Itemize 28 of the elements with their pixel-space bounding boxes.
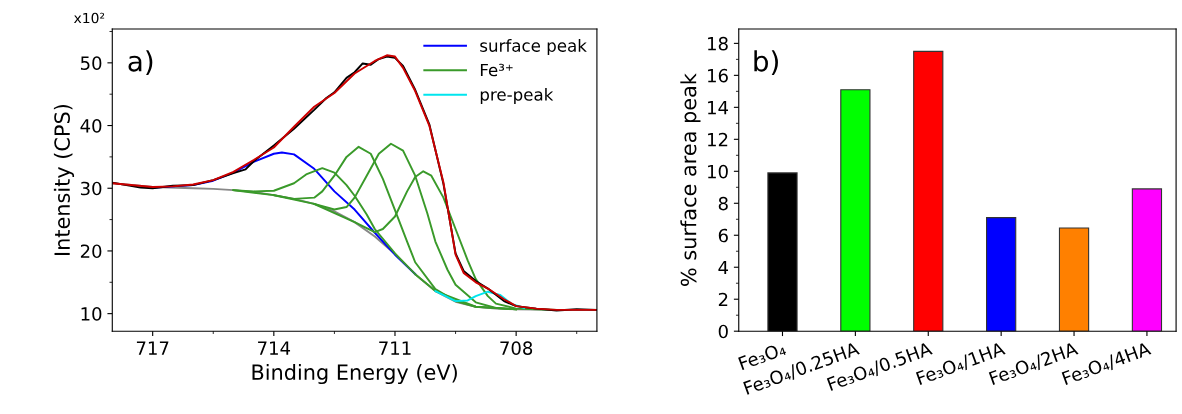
y-tick-label: 12 [708, 132, 728, 147]
legend-label: pre-peak [480, 87, 554, 105]
x-tick-label: 711 [379, 341, 411, 355]
y-tick-label: 8 [718, 196, 728, 211]
y-tick-label: 2 [718, 292, 728, 307]
y-tick-label: 4 [718, 260, 729, 275]
text: x10² [73, 12, 105, 24]
legend-label: surface peak [480, 38, 587, 56]
y-tick-label: 30 [80, 181, 102, 196]
x-tick-label: 714 [258, 341, 291, 355]
y-tick-label: 18 [708, 36, 728, 51]
x-tick-label: 708 [500, 341, 533, 355]
annotation: b) [754, 50, 778, 75]
y-tick-label: 16 [708, 68, 728, 83]
x-axis-title: Binding Energy (eV) [252, 363, 457, 385]
y-axis-title: Intensity (CPS) [53, 104, 75, 255]
y-tick-label: 10 [708, 164, 728, 179]
y-tick-label: 20 [80, 244, 102, 259]
x-tick-label: 717 [136, 341, 169, 355]
y-tick-label: 0 [718, 324, 728, 339]
y-tick-label: 10 [81, 307, 102, 321]
legend-label: Fe³⁺ [480, 63, 513, 77]
y-tick-label: 40 [80, 119, 102, 133]
y-tick-label: 50 [80, 56, 102, 70]
y-axis-title: % surface area peak [680, 73, 701, 286]
y-tick-label: 6 [718, 228, 728, 243]
y-tick-label: 14 [708, 101, 729, 115]
annotation: a) [128, 50, 153, 75]
